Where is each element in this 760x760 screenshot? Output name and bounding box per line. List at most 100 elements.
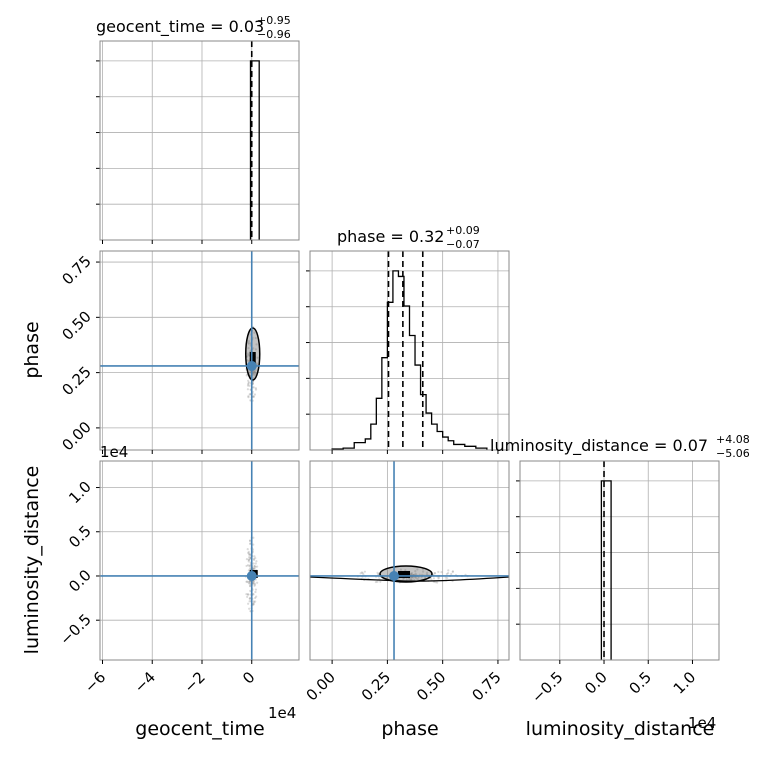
sample-point (249, 585, 252, 588)
sample-point (246, 384, 250, 387)
sample-point (253, 555, 256, 558)
panel-inner (100, 251, 299, 450)
sample-point (247, 569, 250, 572)
sample-point (253, 565, 256, 568)
title-geocent-time-sup: +0.95 (257, 14, 291, 27)
x-tick-label: 0 (239, 668, 258, 687)
y-tick-label: 0.25 (58, 363, 94, 399)
sample-point (248, 542, 252, 545)
title-geocent-time-sub: −0.96 (257, 28, 291, 41)
sample-point (248, 582, 251, 585)
sample-point (252, 603, 255, 606)
sample-point (451, 570, 455, 573)
sample-point (248, 552, 251, 555)
sample-point (254, 596, 257, 600)
xlabel-luminosity-distance: luminosity_distance (526, 718, 715, 740)
sample-point (249, 553, 252, 556)
sample-point (414, 576, 417, 579)
x-tick-label: −6 (81, 668, 109, 696)
title-phase-sup: +0.09 (446, 224, 480, 237)
panel-frame (519, 460, 720, 661)
title-luminosity-distance: luminosity_distance = 0.07 (490, 436, 708, 456)
sample-point (252, 567, 255, 570)
sample-point (248, 384, 251, 387)
sample-point (245, 580, 249, 583)
sample-point (253, 393, 257, 396)
sample-point (247, 550, 250, 553)
x-tick-label: 0.50 (413, 668, 449, 704)
sample-point (254, 348, 257, 351)
sample-point (377, 573, 380, 576)
sample-point (415, 577, 419, 580)
sample-point (248, 565, 251, 568)
sample-point (432, 577, 435, 580)
sample-point (248, 564, 252, 567)
sample-point (246, 388, 249, 391)
sample-point (252, 395, 255, 398)
sample-point (436, 581, 439, 584)
sample-point (247, 347, 250, 350)
sample-point (247, 395, 250, 398)
sample-point (426, 571, 429, 574)
sample-point (248, 600, 251, 603)
ylabel-phase: phase (21, 321, 43, 378)
sample-point (247, 342, 250, 345)
sample-point (248, 539, 252, 542)
sample-point (248, 581, 251, 585)
sample-point (246, 548, 249, 551)
sample-point (252, 562, 255, 565)
xlabel-phase: phase (381, 718, 438, 740)
sample-point (253, 584, 256, 587)
sample-point (433, 571, 437, 575)
sample-point (440, 571, 443, 574)
sample-point (248, 580, 251, 583)
sample-point (256, 581, 259, 584)
sample-point (447, 569, 450, 572)
panel-geocent_time-geocent_time (96, 40, 300, 244)
sample-point (252, 603, 255, 606)
sample-point (246, 564, 250, 567)
sample-point (249, 596, 252, 599)
sample-point (249, 597, 252, 600)
sample-point (361, 571, 364, 574)
sample-point (451, 570, 454, 573)
sample-point (252, 543, 255, 546)
sample-point (252, 557, 255, 560)
sample-point (247, 341, 250, 344)
sample-point (434, 580, 437, 584)
sample-point (248, 607, 251, 610)
sample-point (252, 377, 255, 380)
sample-point (252, 593, 255, 596)
ylabel-luminosity-distance: luminosity_distance (21, 466, 43, 655)
sample-point (446, 572, 450, 575)
truth-marker (246, 360, 257, 371)
sample-point (248, 557, 251, 561)
sample-point (256, 356, 259, 359)
sample-point (252, 567, 256, 570)
sample-point (249, 349, 252, 353)
sample-point (410, 578, 413, 581)
sample-point (253, 583, 257, 586)
sample-point (253, 565, 256, 568)
sample-point (433, 572, 436, 575)
x-tick-label: 0.25 (358, 668, 394, 704)
sample-point (404, 569, 407, 572)
y-tick-label: −0.5 (56, 610, 94, 648)
sample-point (252, 370, 255, 374)
exponent-luminosity-distance-y: 1e4 (100, 443, 128, 461)
sample-point (247, 383, 250, 386)
sample-point (247, 551, 250, 555)
sample-point (248, 584, 252, 587)
sample-point (248, 393, 251, 396)
sample-point (252, 580, 255, 583)
sample-point (253, 331, 256, 334)
truth-marker (389, 570, 400, 581)
sample-point (402, 577, 405, 580)
sample-point (255, 595, 258, 598)
panel-inner (310, 461, 509, 660)
sample-point (247, 602, 250, 605)
sample-point (245, 564, 248, 568)
panel-frame (309, 250, 510, 451)
sample-point (245, 593, 248, 596)
sample-point (247, 339, 251, 343)
